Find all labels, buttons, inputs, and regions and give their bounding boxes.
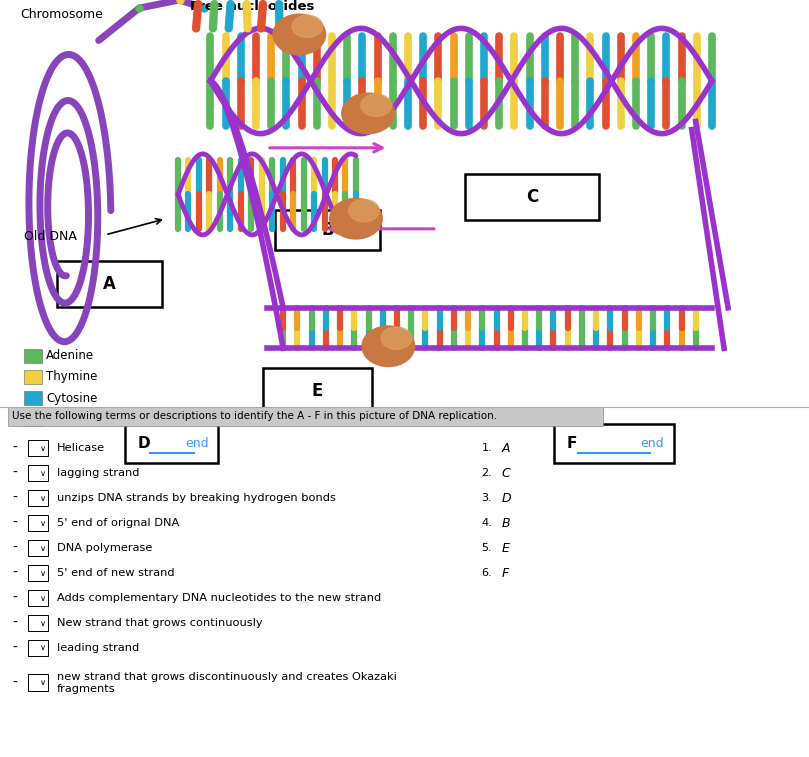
Text: 5' end of new strand: 5' end of new strand — [57, 568, 174, 578]
Text: lagging strand: lagging strand — [57, 468, 139, 478]
Text: Cytosine: Cytosine — [46, 391, 98, 405]
FancyBboxPatch shape — [28, 615, 48, 631]
Text: leading strand: leading strand — [57, 643, 139, 653]
Text: unzips DNA strands by breaking hydrogen bonds: unzips DNA strands by breaking hydrogen … — [57, 493, 336, 503]
Text: Guanine: Guanine — [46, 413, 95, 426]
Text: Old DNA: Old DNA — [24, 230, 77, 244]
Text: -: - — [12, 566, 17, 580]
Text: Thymine: Thymine — [46, 370, 98, 384]
Text: 1.: 1. — [481, 443, 492, 453]
FancyBboxPatch shape — [125, 424, 218, 463]
Text: end: end — [185, 437, 209, 450]
FancyBboxPatch shape — [28, 465, 48, 481]
Ellipse shape — [349, 199, 379, 222]
FancyBboxPatch shape — [275, 210, 380, 250]
Text: ∨: ∨ — [40, 494, 46, 503]
Text: C: C — [502, 466, 510, 480]
FancyBboxPatch shape — [28, 590, 48, 606]
Text: Use the following terms or descriptions to identify the A - F in this picture of: Use the following terms or descriptions … — [12, 411, 498, 422]
Text: 3.: 3. — [481, 493, 492, 503]
Text: 2.: 2. — [481, 468, 492, 478]
Text: Adenine: Adenine — [46, 349, 94, 363]
Ellipse shape — [381, 327, 412, 349]
Text: 4.: 4. — [481, 518, 492, 528]
Text: 5.: 5. — [481, 543, 492, 553]
Text: -: - — [12, 641, 17, 655]
Text: Adds complementary DNA nucleotides to the new strand: Adds complementary DNA nucleotides to th… — [57, 593, 381, 603]
FancyBboxPatch shape — [28, 490, 48, 506]
Text: ∨: ∨ — [40, 643, 46, 653]
Text: D: D — [502, 491, 511, 505]
Text: A: A — [103, 275, 116, 293]
Ellipse shape — [292, 15, 323, 37]
Text: ∨: ∨ — [40, 444, 46, 453]
Text: DNA polymerase: DNA polymerase — [57, 543, 152, 553]
FancyBboxPatch shape — [263, 368, 372, 415]
Text: ∨: ∨ — [40, 469, 46, 478]
Text: -: - — [12, 466, 17, 480]
Ellipse shape — [362, 326, 414, 366]
Text: ∨: ∨ — [40, 569, 46, 578]
Text: B: B — [502, 516, 510, 530]
FancyBboxPatch shape — [554, 424, 674, 463]
Text: ∨: ∨ — [40, 678, 46, 687]
Text: Helicase: Helicase — [57, 443, 104, 453]
Text: F: F — [566, 436, 577, 451]
Text: E: E — [502, 541, 510, 555]
Text: end: end — [641, 437, 664, 450]
Text: -: - — [12, 516, 17, 530]
FancyBboxPatch shape — [28, 515, 48, 531]
Text: ∨: ∨ — [40, 519, 46, 528]
FancyBboxPatch shape — [28, 540, 48, 556]
Text: -: - — [12, 676, 17, 690]
Text: Free nucleotides: Free nucleotides — [190, 0, 315, 13]
Text: C: C — [526, 188, 538, 206]
FancyBboxPatch shape — [465, 174, 599, 220]
Text: D: D — [138, 436, 150, 451]
Text: -: - — [12, 541, 17, 555]
FancyBboxPatch shape — [28, 565, 48, 581]
Text: new strand that grows discontinuously and creates Okazaki
fragments: new strand that grows discontinuously an… — [57, 672, 396, 693]
Text: ∨: ∨ — [40, 618, 46, 628]
Text: F: F — [502, 566, 509, 580]
FancyBboxPatch shape — [24, 413, 42, 426]
Text: ∨: ∨ — [40, 593, 46, 603]
FancyBboxPatch shape — [28, 640, 48, 656]
Text: E: E — [311, 382, 324, 400]
FancyBboxPatch shape — [24, 370, 42, 384]
Text: -: - — [12, 491, 17, 505]
Text: Chromosome: Chromosome — [20, 8, 103, 20]
Text: -: - — [12, 441, 17, 455]
Text: New strand that grows continuously: New strand that grows continuously — [57, 618, 262, 628]
Ellipse shape — [273, 14, 325, 55]
Text: -: - — [12, 591, 17, 605]
FancyBboxPatch shape — [8, 407, 603, 426]
FancyBboxPatch shape — [24, 391, 42, 405]
Ellipse shape — [329, 198, 382, 239]
Text: B: B — [321, 221, 334, 239]
Text: 6.: 6. — [481, 568, 492, 578]
Ellipse shape — [341, 93, 395, 134]
FancyBboxPatch shape — [24, 349, 42, 363]
Text: -: - — [12, 616, 17, 630]
Text: ∨: ∨ — [40, 544, 46, 553]
FancyBboxPatch shape — [57, 261, 162, 307]
FancyBboxPatch shape — [28, 674, 48, 691]
FancyBboxPatch shape — [28, 440, 48, 456]
Text: 5' end of orignal DNA: 5' end of orignal DNA — [57, 518, 179, 528]
Ellipse shape — [361, 94, 392, 117]
Text: A: A — [502, 441, 510, 455]
